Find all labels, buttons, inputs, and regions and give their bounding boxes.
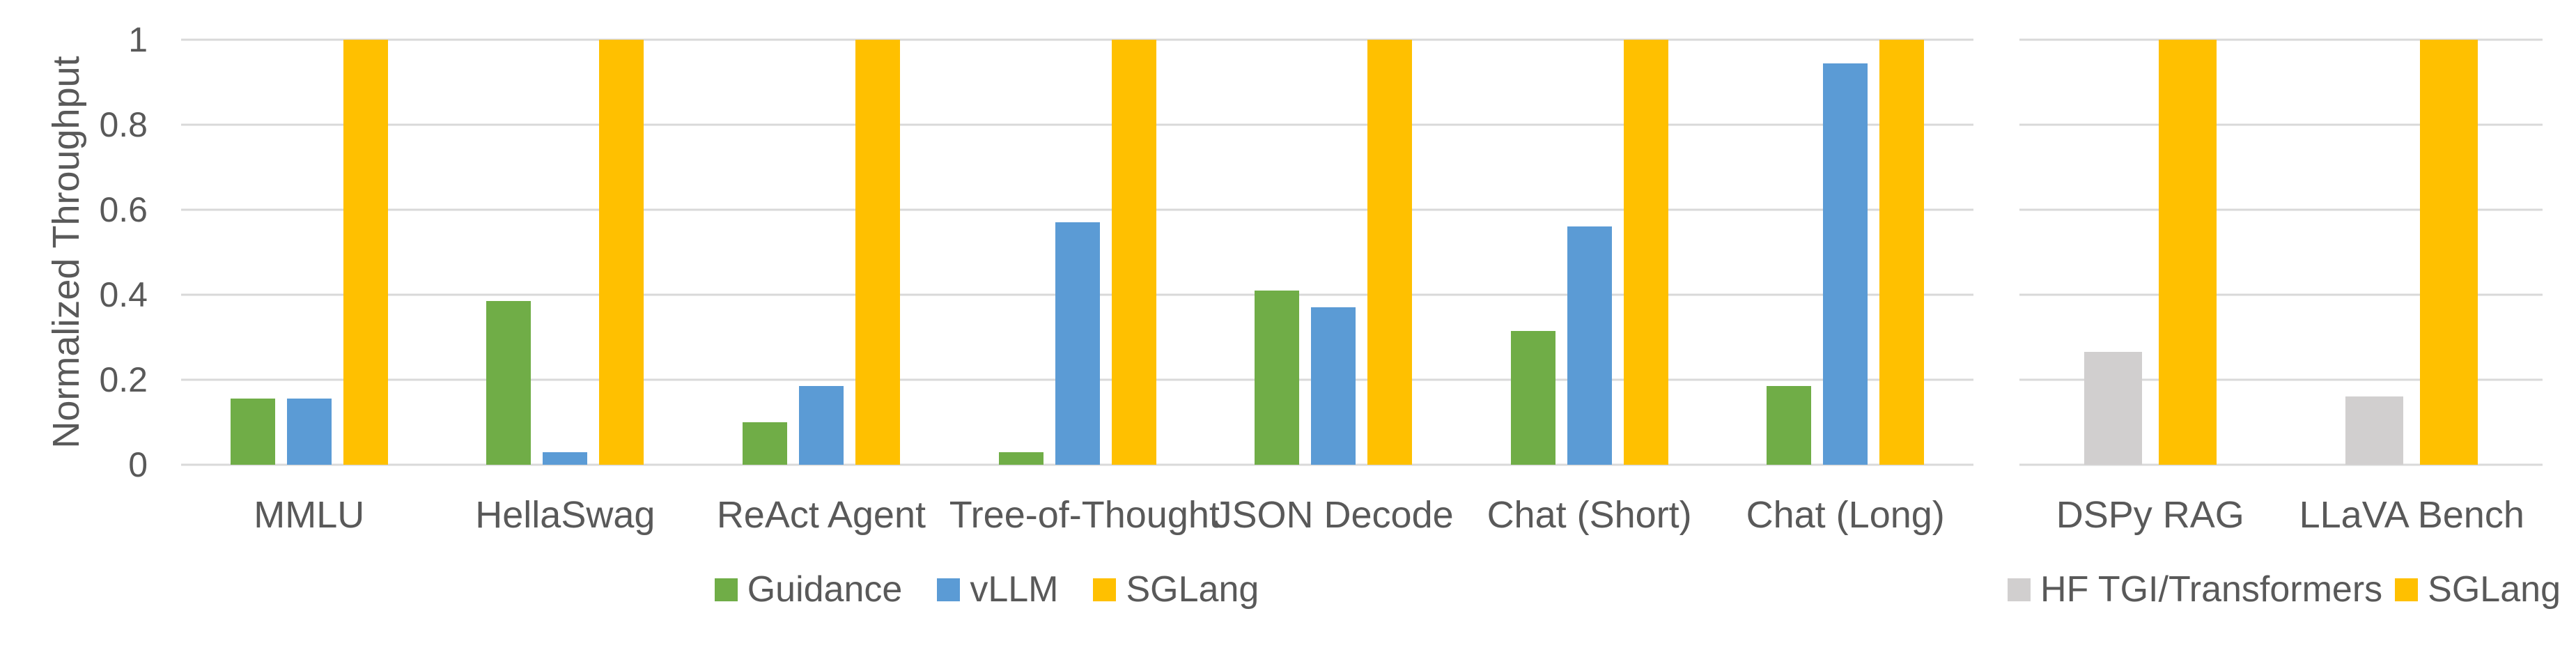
legend-swatch-icon-sglang xyxy=(1093,578,1117,601)
legend-item-guidance: Guidance xyxy=(714,569,903,610)
y-tick-label-1: 1 xyxy=(128,20,148,59)
gridline xyxy=(2019,378,2543,381)
bar-hf-tgi-transformers-dspy-rag xyxy=(2084,352,2142,465)
bar-sglang-dspy-rag xyxy=(2158,40,2217,465)
legend-label-vllm: vLLM xyxy=(970,569,1059,610)
bar-sglang-hellaswag xyxy=(599,40,644,465)
x-category-label-mmlu: MMLU xyxy=(254,494,365,536)
bar-sglang-json-decode xyxy=(1367,40,1413,465)
bar-sglang-llava-bench xyxy=(2420,40,2478,465)
legend-item-sglang: SGLang xyxy=(2395,569,2561,610)
legend-swatch-icon-sglang xyxy=(2395,578,2419,601)
x-category-label-chat-long: Chat (Long) xyxy=(1746,494,1945,536)
bar-vllm-tree-of-thought xyxy=(1055,222,1100,465)
gridline xyxy=(181,123,1973,126)
bar-vllm-json-decode xyxy=(1311,307,1356,465)
y-tick-label-0.8: 0.8 xyxy=(99,105,148,144)
legend-swatch-icon-vllm xyxy=(937,578,961,601)
plot-area-llm-benchmarks xyxy=(181,38,1973,466)
x-category-label-llava-bench: LLaVA Bench xyxy=(2299,494,2524,536)
legend-swatch-icon-hf-tgi-transformers xyxy=(2008,578,2031,601)
bar-hf-tgi-transformers-llava-bench xyxy=(2345,396,2404,465)
gridline xyxy=(2019,38,2543,41)
legend-llm-benchmarks: Guidance vLLM SGLang xyxy=(0,569,1973,610)
legend-item-hf-tgi-transformers: HF TGI/Transformers xyxy=(2008,569,2382,610)
legend-label-sglang: SGLang xyxy=(2428,569,2561,610)
y-tick-label-0: 0 xyxy=(128,445,148,484)
x-category-label-dspy-rag: DSPy RAG xyxy=(2056,494,2244,536)
bar-vllm-react-agent xyxy=(798,386,844,465)
gridline xyxy=(2019,123,2543,126)
legend-item-vllm: vLLM xyxy=(937,569,1058,610)
gridline xyxy=(2019,208,2543,211)
x-category-label-json-decode: JSON Decode xyxy=(1213,494,1454,536)
bar-vllm-chat-long xyxy=(1823,63,1868,465)
x-category-label-chat-short: Chat (Short) xyxy=(1487,494,1692,536)
bar-sglang-chat-long xyxy=(1879,40,1925,465)
gridline xyxy=(181,208,1973,211)
bar-vllm-mmlu xyxy=(286,399,332,465)
x-category-label-react-agent: ReAct Agent xyxy=(716,494,926,536)
bar-sglang-chat-short xyxy=(1623,40,1668,465)
legend-label-sglang: SGLang xyxy=(1126,569,1259,610)
x-axis-line xyxy=(2019,463,2543,466)
gridline xyxy=(181,38,1973,41)
legend-item-sglang: SGLang xyxy=(1093,569,1259,610)
legend-label-guidance: Guidance xyxy=(747,569,903,610)
x-axis-line xyxy=(181,463,1973,466)
legend-swatch-icon-guidance xyxy=(714,578,738,601)
y-tick-label-0.6: 0.6 xyxy=(99,190,148,229)
plot-area-rag-and-multimodal-benchmarks xyxy=(2019,38,2543,466)
bar-guidance-react-agent xyxy=(742,422,787,465)
y-tick-label-0.2: 0.2 xyxy=(99,360,148,399)
legend-rag-and-multimodal-benchmarks: HF TGI/Transformers SGLang xyxy=(1992,569,2576,610)
bar-sglang-react-agent xyxy=(855,40,900,465)
bar-sglang-mmlu xyxy=(343,40,388,465)
bar-sglang-tree-of-thought xyxy=(1111,40,1156,465)
x-category-label-hellaswag: HellaSwag xyxy=(475,494,655,536)
bar-guidance-json-decode xyxy=(1255,290,1300,465)
bar-vllm-hellaswag xyxy=(543,452,588,465)
y-tick-label-0.4: 0.4 xyxy=(99,275,148,314)
gridline xyxy=(2019,293,2543,296)
x-category-label-tree-of-thought: Tree-of-Thought xyxy=(949,494,1220,536)
bar-guidance-tree-of-thought xyxy=(998,452,1043,465)
bar-guidance-hellaswag xyxy=(486,301,532,465)
bar-guidance-mmlu xyxy=(230,399,275,465)
bar-guidance-chat-short xyxy=(1510,330,1555,465)
legend-label-hf-tgi-transformers: HF TGI/Transformers xyxy=(2040,569,2383,610)
bar-vllm-chat-short xyxy=(1567,226,1612,465)
bar-guidance-chat-long xyxy=(1767,386,1812,465)
